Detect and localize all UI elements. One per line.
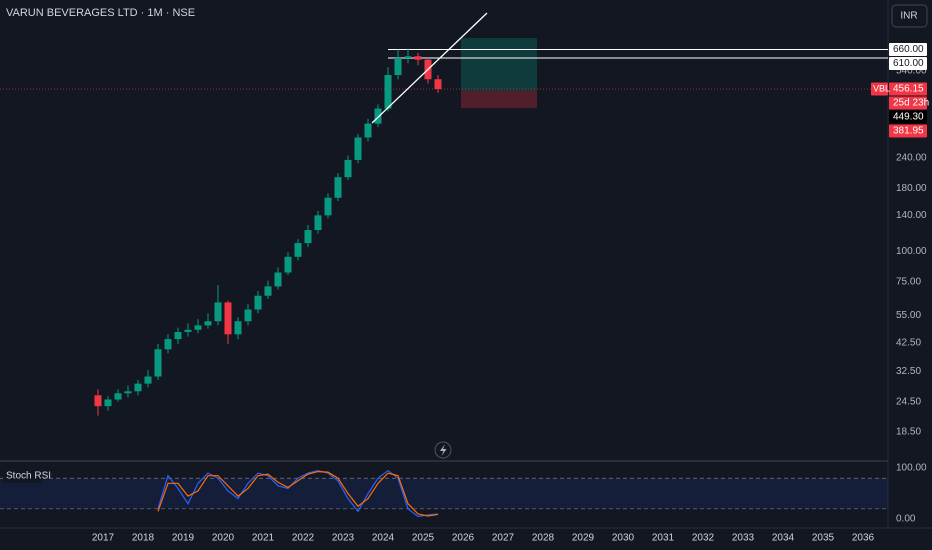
candle-body [304, 230, 312, 244]
symbol-label: VBL [873, 83, 890, 93]
candle-body [244, 309, 252, 322]
replay-bolt[interactable] [440, 444, 447, 456]
stop-label: 381.95 [893, 126, 924, 137]
candle-body [114, 393, 122, 400]
y-tick-label: 18.50 [896, 426, 921, 437]
candle-body [434, 79, 442, 90]
indicator-label-bg [3, 468, 43, 483]
x-tick-label: 2017 [92, 533, 115, 544]
x-tick-label: 2027 [492, 533, 515, 544]
candle-body [234, 321, 242, 335]
y-tick-label: 100.00 [896, 463, 927, 474]
y-tick-label: 32.50 [896, 366, 921, 377]
candle-body [174, 332, 182, 340]
candle-body [404, 56, 412, 58]
candle-body [364, 123, 372, 138]
candle-body [204, 321, 212, 326]
last-price-label-bg [889, 82, 927, 96]
x-tick-label: 2018 [132, 533, 155, 544]
candle-body [144, 376, 152, 384]
candle-body [214, 302, 222, 322]
stoch-line [157, 470, 439, 517]
x-tick-label: 2023 [332, 533, 355, 544]
candle-body [194, 325, 202, 330]
x-tick-label: 2020 [212, 533, 235, 544]
stop-label-bg [889, 124, 927, 138]
candle-body [224, 302, 232, 335]
candle-body [394, 57, 402, 76]
x-tick-label: 2025 [412, 533, 435, 544]
x-tick-label: 2035 [812, 533, 835, 544]
x-tick-label: 2028 [532, 533, 555, 544]
indicator-title: Stoch RSI [6, 471, 51, 482]
x-tick-label: 2032 [692, 533, 715, 544]
y-tick-label: 24.50 [896, 396, 921, 407]
candle-body [104, 399, 112, 407]
candle-body [384, 75, 392, 109]
candle-body [414, 56, 422, 60]
x-tick-label: 2026 [452, 533, 475, 544]
candle-body [324, 197, 332, 216]
countdown-label-bg [889, 96, 927, 110]
candle-body [134, 383, 142, 392]
symbol-label-bg [871, 82, 888, 96]
x-tick-label: 2024 [372, 533, 395, 544]
x-tick-label: 2021 [252, 533, 275, 544]
band-fill [0, 478, 888, 509]
hline-label: 660.00 [893, 44, 924, 55]
currency-label[interactable]: INR [900, 11, 917, 22]
x-tick-label: 2030 [612, 533, 635, 544]
y-tick-label: 240.00 [896, 152, 927, 163]
entry-label-bg [889, 110, 927, 124]
y-tick-label: 55.00 [896, 310, 921, 321]
stoch-line [157, 469, 439, 518]
candle-body [284, 256, 292, 273]
x-tick-label: 2019 [172, 533, 195, 544]
candle-body [274, 272, 282, 287]
x-tick-label: 2022 [292, 533, 315, 544]
x-tick-label: 2036 [852, 533, 875, 544]
y-tick-label: 540.00 [896, 66, 927, 77]
x-tick-label: 2031 [652, 533, 675, 544]
candle-body [344, 159, 352, 178]
position-target-zone [461, 38, 537, 91]
candle-body [94, 395, 102, 407]
candle-body [334, 177, 342, 198]
hline-label: 610.00 [893, 58, 924, 69]
hline-label-bg [889, 43, 927, 57]
chart-title: VARUN BEVERAGES LTD · 1M · NSE [6, 7, 195, 19]
x-tick-label: 2029 [572, 533, 595, 544]
candle-body [374, 108, 382, 124]
x-tick-label: 2034 [772, 533, 795, 544]
candle-body [354, 137, 362, 160]
y-tick-label: 180.00 [896, 183, 927, 194]
y-tick-label: 42.50 [896, 337, 921, 348]
candle-body [314, 215, 322, 231]
countdown-label: 25d 23h [893, 98, 929, 109]
candle-body [154, 349, 162, 377]
hline-label-bg [889, 57, 927, 71]
candle-body [264, 286, 272, 296]
candle-body [124, 391, 132, 394]
trend-line [371, 12, 488, 124]
entry-label: 449.30 [893, 112, 924, 123]
x-tick-label: 2033 [732, 533, 755, 544]
last-price-label: 456.15 [893, 84, 924, 95]
candle-body [254, 295, 262, 310]
currency-button[interactable] [891, 4, 928, 28]
candle-body [164, 339, 172, 350]
y-tick-label: 140.00 [896, 210, 927, 221]
position-stop-zone [461, 90, 537, 109]
y-tick-label: 0.00 [896, 514, 916, 525]
candle-body [184, 329, 192, 333]
y-tick-label: 100.00 [896, 246, 927, 257]
candle-body [294, 243, 302, 257]
y-tick-label: 75.00 [896, 277, 921, 288]
